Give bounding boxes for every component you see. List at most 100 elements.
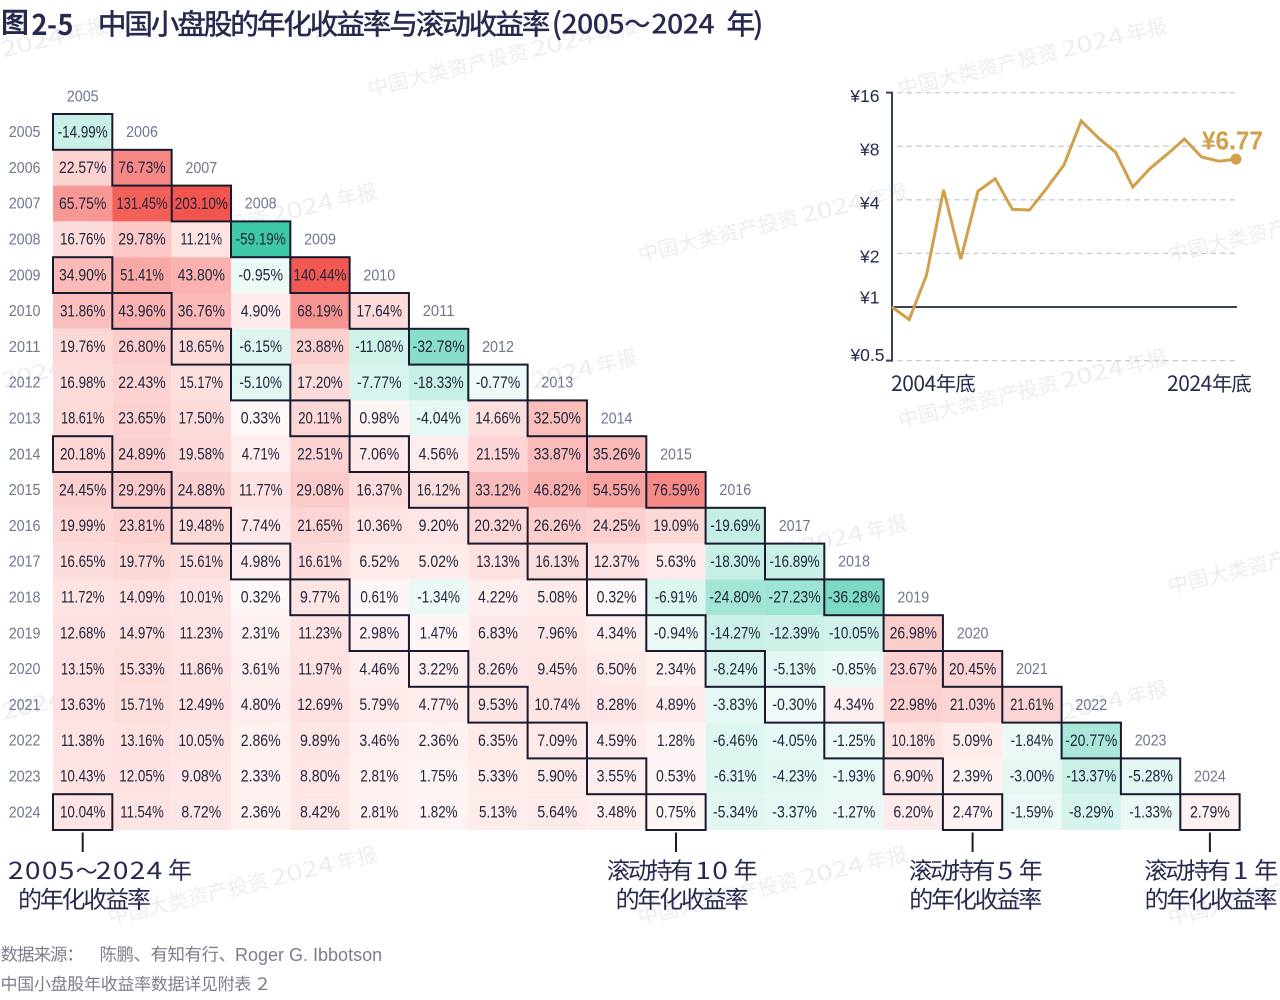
svg-text:76.73%: 76.73% (118, 159, 165, 177)
svg-text:10.05%: 10.05% (179, 732, 225, 750)
svg-text:203.10%: 203.10% (175, 195, 228, 213)
svg-text:0.75%: 0.75% (656, 804, 696, 822)
svg-text:5.09%: 5.09% (953, 732, 993, 750)
svg-text:33.87%: 33.87% (534, 446, 581, 464)
svg-text:-1.25%: -1.25% (833, 732, 876, 750)
svg-text:-1.27%: -1.27% (833, 804, 876, 822)
svg-text:5.33%: 5.33% (478, 768, 518, 786)
svg-text:19.48%: 19.48% (179, 517, 225, 535)
svg-text:2016: 2016 (9, 518, 41, 535)
svg-text:-3.00%: -3.00% (1010, 768, 1055, 786)
svg-text:22.57%: 22.57% (59, 159, 106, 177)
svg-text:2.39%: 2.39% (953, 768, 993, 786)
svg-text:2006: 2006 (126, 124, 158, 141)
svg-text:18.61%: 18.61% (61, 410, 105, 428)
svg-text:16.37%: 16.37% (357, 481, 403, 499)
svg-text:-19.69%: -19.69% (710, 517, 760, 535)
svg-text:4.34%: 4.34% (834, 696, 874, 714)
svg-text:3.46%: 3.46% (359, 732, 399, 750)
svg-text:11.54%: 11.54% (120, 804, 164, 822)
svg-text:2012: 2012 (482, 339, 514, 356)
svg-text:9.08%: 9.08% (181, 768, 221, 786)
svg-text:2009: 2009 (304, 232, 336, 249)
svg-text:-12.39%: -12.39% (770, 625, 820, 643)
svg-text:15.17%: 15.17% (180, 374, 224, 392)
svg-text:19.58%: 19.58% (179, 446, 225, 464)
svg-text:24.25%: 24.25% (593, 517, 640, 535)
svg-text:7.96%: 7.96% (537, 625, 577, 643)
svg-text:2008: 2008 (9, 232, 41, 249)
svg-text:-24.80%: -24.80% (709, 589, 761, 607)
svg-text:-10.05%: -10.05% (829, 625, 879, 643)
svg-text:-1.84%: -1.84% (1011, 732, 1054, 750)
svg-text:17.64%: 17.64% (357, 302, 403, 320)
svg-text:-6.31%: -6.31% (714, 768, 757, 786)
svg-text:12.05%: 12.05% (119, 768, 165, 786)
svg-text:23.88%: 23.88% (296, 338, 343, 356)
svg-text:4.56%: 4.56% (419, 446, 459, 464)
svg-text:22.51%: 22.51% (297, 446, 343, 464)
svg-text:2021: 2021 (9, 697, 41, 714)
svg-text:11.23%: 11.23% (180, 625, 224, 643)
svg-text:4.80%: 4.80% (241, 696, 281, 714)
svg-text:11.97%: 11.97% (298, 660, 342, 678)
svg-text:3.61%: 3.61% (242, 660, 280, 678)
svg-text:2018: 2018 (9, 590, 41, 607)
svg-text:12.69%: 12.69% (297, 696, 343, 714)
svg-text:5.90%: 5.90% (537, 768, 577, 786)
svg-text:2.81%: 2.81% (360, 804, 398, 822)
svg-text:10.04%: 10.04% (60, 804, 106, 822)
svg-text:16.98%: 16.98% (60, 374, 106, 392)
svg-text:16.12%: 16.12% (417, 481, 461, 499)
svg-text:2.86%: 2.86% (241, 732, 281, 750)
svg-text:15.61%: 15.61% (180, 553, 224, 571)
svg-text:8.72%: 8.72% (181, 804, 221, 822)
svg-text:7.06%: 7.06% (359, 446, 399, 464)
svg-text:15.71%: 15.71% (120, 696, 164, 714)
svg-text:8.80%: 8.80% (300, 768, 340, 786)
svg-text:19.76%: 19.76% (60, 338, 106, 356)
svg-text:20.18%: 20.18% (60, 446, 106, 464)
svg-text:4.46%: 4.46% (359, 660, 399, 678)
svg-text:19.09%: 19.09% (653, 517, 699, 535)
svg-text:-16.89%: -16.89% (770, 553, 820, 571)
svg-text:2.33%: 2.33% (241, 768, 281, 786)
svg-text:19.77%: 19.77% (119, 553, 165, 571)
svg-text:17.20%: 17.20% (297, 374, 343, 392)
svg-text:2.36%: 2.36% (241, 804, 281, 822)
svg-text:11.21%: 11.21% (181, 231, 223, 249)
svg-text:-5.10%: -5.10% (239, 374, 282, 392)
svg-text:-0.30%: -0.30% (772, 696, 817, 714)
svg-text:12.68%: 12.68% (60, 625, 106, 643)
svg-text:46.82%: 46.82% (534, 481, 581, 499)
svg-text:4.89%: 4.89% (656, 696, 696, 714)
svg-text:4.59%: 4.59% (597, 732, 637, 750)
svg-text:-4.04%: -4.04% (416, 410, 461, 428)
svg-text:0.32%: 0.32% (597, 589, 637, 607)
svg-text:2014: 2014 (601, 411, 633, 428)
svg-text:-1.33%: -1.33% (1129, 804, 1172, 822)
svg-text:14.66%: 14.66% (475, 410, 521, 428)
svg-text:9.77%: 9.77% (300, 589, 340, 607)
svg-text:10.18%: 10.18% (892, 732, 936, 750)
svg-text:-1.59%: -1.59% (1011, 804, 1054, 822)
svg-text:2016: 2016 (719, 482, 751, 499)
svg-text:5.13%: 5.13% (479, 804, 517, 822)
svg-text:2013: 2013 (9, 411, 41, 428)
svg-text:10.74%: 10.74% (535, 696, 581, 714)
svg-text:131.45%: 131.45% (117, 195, 168, 213)
svg-text:11.23%: 11.23% (298, 625, 342, 643)
svg-text:12.49%: 12.49% (179, 696, 225, 714)
svg-text:26.26%: 26.26% (534, 517, 581, 535)
svg-text:31.86%: 31.86% (60, 302, 106, 320)
svg-text:2019: 2019 (9, 625, 41, 642)
svg-text:5.08%: 5.08% (537, 589, 577, 607)
svg-text:2009: 2009 (9, 267, 41, 284)
svg-text:-8.29%: -8.29% (1069, 804, 1114, 822)
svg-text:1.82%: 1.82% (420, 804, 458, 822)
svg-text:2020: 2020 (957, 625, 989, 642)
svg-text:-3.83%: -3.83% (713, 696, 758, 714)
svg-text:16.61%: 16.61% (298, 553, 342, 571)
svg-text:1.28%: 1.28% (657, 732, 695, 750)
svg-text:10.43%: 10.43% (60, 768, 106, 786)
